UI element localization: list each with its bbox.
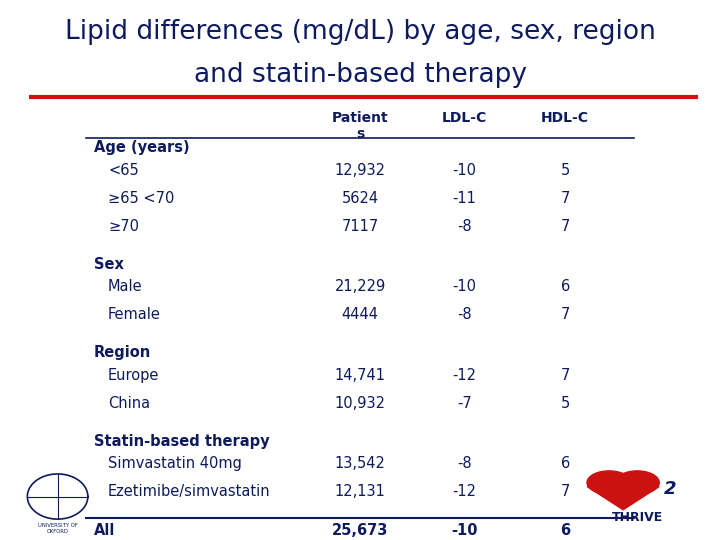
Text: 13,542: 13,542 (335, 456, 385, 471)
Polygon shape (587, 487, 660, 510)
Text: HDL-C: HDL-C (541, 111, 589, 125)
Text: -8: -8 (457, 456, 472, 471)
Text: THRIVE: THRIVE (611, 511, 663, 524)
Text: 6: 6 (561, 279, 570, 294)
Text: -12: -12 (452, 368, 477, 383)
Text: 7117: 7117 (341, 219, 379, 234)
Text: -8: -8 (457, 307, 472, 322)
Text: Simvastatin 40mg: Simvastatin 40mg (108, 456, 242, 471)
Text: 7: 7 (560, 219, 570, 234)
Text: 7: 7 (560, 368, 570, 383)
Text: LDL-C: LDL-C (442, 111, 487, 125)
Circle shape (587, 471, 631, 494)
Text: Female: Female (108, 307, 161, 322)
Text: -10: -10 (452, 279, 477, 294)
Text: 10,932: 10,932 (335, 396, 385, 411)
Text: <65: <65 (108, 163, 139, 178)
Text: 25,673: 25,673 (332, 523, 388, 538)
Text: All: All (94, 523, 115, 538)
Text: 14,741: 14,741 (335, 368, 385, 383)
Text: Male: Male (108, 279, 143, 294)
Text: 5624: 5624 (341, 191, 379, 206)
Text: 2: 2 (664, 480, 677, 498)
Circle shape (615, 471, 660, 494)
Text: 7: 7 (560, 307, 570, 322)
Text: Lipid differences (mg/dL) by age, sex, region: Lipid differences (mg/dL) by age, sex, r… (65, 19, 655, 45)
Text: Statin-based therapy: Statin-based therapy (94, 434, 269, 449)
Text: Region: Region (94, 345, 151, 360)
Text: 21,229: 21,229 (334, 279, 386, 294)
Text: -10: -10 (452, 163, 477, 178)
Text: 6: 6 (560, 523, 570, 538)
Text: 4444: 4444 (341, 307, 379, 322)
Text: ≥65 <70: ≥65 <70 (108, 191, 174, 206)
Text: Ezetimibe/simvastatin: Ezetimibe/simvastatin (108, 484, 271, 499)
Text: Age (years): Age (years) (94, 140, 189, 156)
Text: -12: -12 (452, 484, 477, 499)
Text: and statin-based therapy: and statin-based therapy (194, 62, 526, 88)
Text: ≥70: ≥70 (108, 219, 139, 234)
Text: China: China (108, 396, 150, 411)
Text: -8: -8 (457, 219, 472, 234)
Text: Europe: Europe (108, 368, 159, 383)
Text: -10: -10 (451, 523, 477, 538)
Text: 5: 5 (561, 396, 570, 411)
Text: UNIVERSITY OF
OXFORD: UNIVERSITY OF OXFORD (37, 523, 78, 534)
Text: 6: 6 (561, 456, 570, 471)
Text: -7: -7 (457, 396, 472, 411)
Text: 5: 5 (561, 163, 570, 178)
Text: Patient
s: Patient s (332, 111, 388, 141)
Text: 12,932: 12,932 (335, 163, 385, 178)
Text: 7: 7 (560, 191, 570, 206)
Text: 12,131: 12,131 (335, 484, 385, 499)
Text: -11: -11 (452, 191, 477, 206)
Text: 7: 7 (560, 484, 570, 499)
Text: Sex: Sex (94, 257, 123, 272)
